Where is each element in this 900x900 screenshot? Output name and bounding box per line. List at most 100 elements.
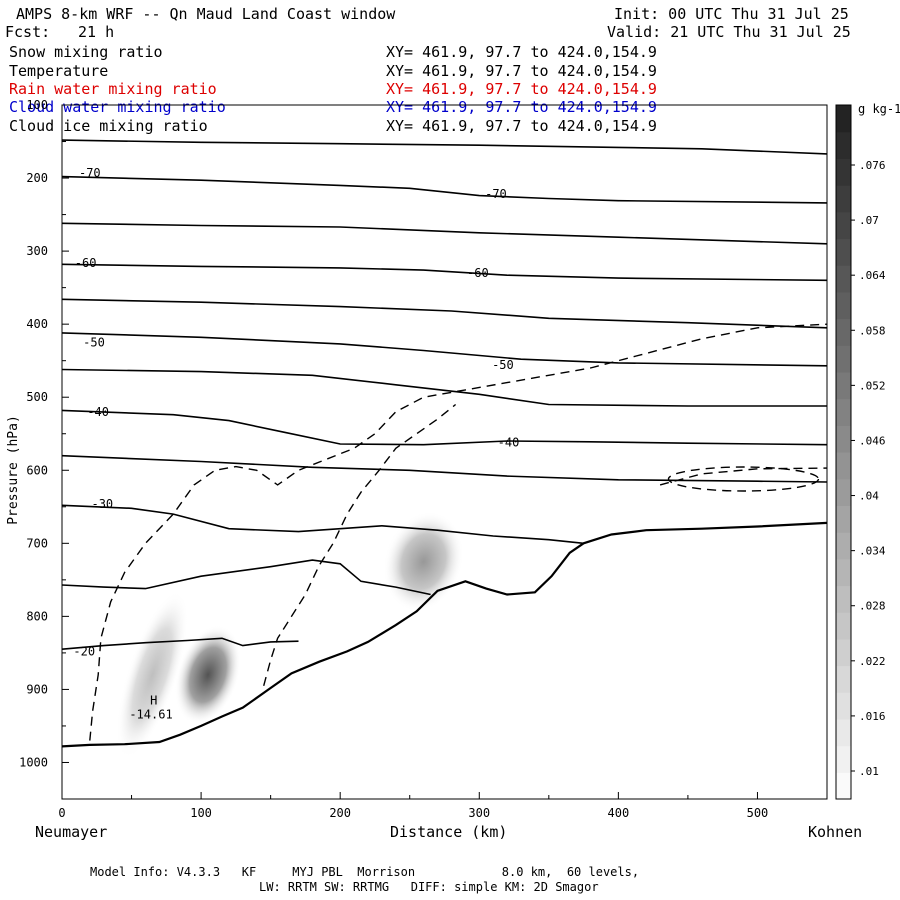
field-xy-temperature: XY= 461.9, 97.7 to 424.0,154.9 — [386, 62, 657, 80]
extreme-annotation: H — [150, 693, 157, 707]
isotherm-line — [61, 409, 828, 446]
snow-dashed-contours — [89, 323, 828, 741]
valid-time: Valid: 21 UTC Thu 31 Jul 25 — [607, 23, 851, 41]
y-tick-label: 200 — [26, 171, 48, 185]
y-tick-label: 700 — [26, 536, 48, 550]
x-tick-label: 100 — [190, 806, 212, 820]
colorbar-tick-label: .04 — [859, 490, 879, 503]
snow-contour-loop — [667, 466, 820, 492]
isotherm-line — [61, 504, 584, 545]
isotherm-line — [61, 222, 828, 245]
x-axis-label: Distance (km) — [390, 823, 508, 841]
isotherm-line — [61, 368, 827, 407]
colorbar-tick-label: .07 — [859, 214, 879, 227]
colorbar-tick-label: .052 — [859, 379, 886, 392]
x-axis-ticks: 0 100 200 300 400 500 — [58, 792, 768, 820]
x-tick-label: 400 — [608, 806, 630, 820]
x-tick-label: 0 — [58, 806, 65, 820]
isotherm-line — [61, 454, 828, 483]
colorbar-step — [836, 638, 851, 667]
colorbar: .01 .016 .022 .028 .034 .04 .046 .052 .058 .064 .0… — [835, 104, 886, 800]
y-tick-label: 100 — [26, 98, 48, 112]
colorbar-step — [836, 185, 851, 213]
y-tick-label: 400 — [26, 317, 48, 331]
colorbar-tick-label: .022 — [859, 655, 886, 668]
init-time: Init: 00 UTC Thu 31 Jul 25 — [614, 5, 849, 23]
isotherm-label: -60 — [75, 256, 97, 270]
contour-labels: -70 -70 -60 -60 -50 -50 -40 -40 -30 -20 H-14.61 — [73, 166, 519, 721]
colorbar-step — [836, 585, 851, 613]
isotherm-line — [61, 298, 828, 329]
colorbar-step — [836, 425, 851, 453]
colorbar-step — [836, 371, 851, 400]
isotherm-label: -70 — [485, 187, 507, 201]
y-tick-label: 900 — [26, 682, 48, 696]
colorbar-step — [836, 265, 851, 293]
y-tick-label: 800 — [26, 609, 48, 623]
colorbar-step — [836, 291, 851, 320]
field-name-cloud-ice: Cloud ice mixing ratio — [9, 117, 208, 135]
field-xy-cloud-ice: XY= 461.9, 97.7 to 424.0,154.9 — [386, 117, 657, 135]
field-name-temperature: Temperature — [9, 62, 109, 80]
isotherm-label: -30 — [91, 497, 113, 511]
y-tick-label: 300 — [26, 244, 48, 258]
isotherm-label: -50 — [83, 335, 105, 349]
colorbar-step — [836, 532, 851, 560]
isotherm-label: -50 — [492, 358, 514, 372]
temperature-contours — [61, 139, 828, 650]
colorbar-step — [836, 158, 851, 186]
field-xy-rain: XY= 461.9, 97.7 to 424.0,154.9 — [386, 80, 657, 98]
x-tick-label: 500 — [747, 806, 769, 820]
ice-blob — [174, 625, 242, 725]
colorbar-tick-label: .064 — [859, 269, 886, 282]
colorbar-step — [836, 558, 851, 587]
colorbar-step — [836, 478, 851, 506]
field-name-cloud-water: Cloud water mixing ratio — [9, 98, 226, 116]
x-tick-label: 200 — [329, 806, 351, 820]
colorbar-tick-label: .028 — [859, 600, 886, 613]
y-tick-label: 600 — [26, 463, 48, 477]
terrain-line — [61, 521, 828, 748]
snow-contour-line — [263, 403, 457, 686]
isotherm-line — [61, 175, 828, 204]
y-axis-label: Pressure (hPa) — [6, 415, 21, 525]
x-left-station-label: Neumayer — [35, 823, 108, 841]
y-axis-ticks: 100 200 300 400 500 600 700 800 900 1000 — [19, 98, 69, 800]
colorbar-step — [836, 105, 851, 133]
colorbar-frame — [835, 104, 852, 800]
snow-contour-line — [659, 467, 828, 486]
forecast-label: Fcst: — [5, 23, 51, 41]
field-name-rain: Rain water mixing ratio — [9, 80, 217, 98]
cloud-ice-shading — [116, 511, 464, 759]
colorbar-step — [836, 665, 851, 693]
model-info-line1: Model Info: V4.3.3 KF MYJ PBL Morrison 8… — [90, 865, 640, 879]
colorbar-step — [836, 452, 851, 480]
colorbar-step — [836, 318, 851, 346]
forecast-value: 21 h — [78, 23, 115, 41]
field-xy-snow: XY= 461.9, 97.7 to 424.0,154.9 — [386, 43, 657, 61]
isotherm-line — [61, 637, 299, 650]
ice-blob — [383, 511, 464, 612]
x-right-station-label: Kohnen — [808, 823, 863, 841]
colorbar-tick-label: .01 — [859, 765, 879, 778]
isotherm-line — [61, 559, 431, 596]
extreme-annotation: -14.61 — [129, 707, 172, 721]
colorbar-step — [836, 772, 851, 800]
colorbar-unit: g kg-1 — [858, 102, 900, 116]
model-info-line2: LW: RRTM SW: RRTMG DIFF: simple KM: 2D S… — [259, 880, 599, 894]
isotherm-label: -40 — [498, 436, 520, 450]
isotherm-line — [61, 263, 828, 282]
colorbar-step — [836, 131, 851, 159]
y-tick-label: 1000 — [19, 755, 48, 769]
colorbar-step — [836, 211, 851, 240]
field-name-snow: Snow mixing ratio — [9, 43, 163, 61]
colorbar-step — [836, 398, 851, 426]
colorbar-tick-label: .058 — [859, 324, 886, 337]
terrain-profile — [61, 521, 828, 748]
colorbar-tick-label: .046 — [859, 434, 886, 447]
field-xy-cloud-water: XY= 461.9, 97.7 to 424.0,154.9 — [386, 98, 657, 116]
x-tick-label: 300 — [468, 806, 490, 820]
colorbar-step — [836, 692, 851, 720]
ice-blob — [116, 591, 189, 759]
